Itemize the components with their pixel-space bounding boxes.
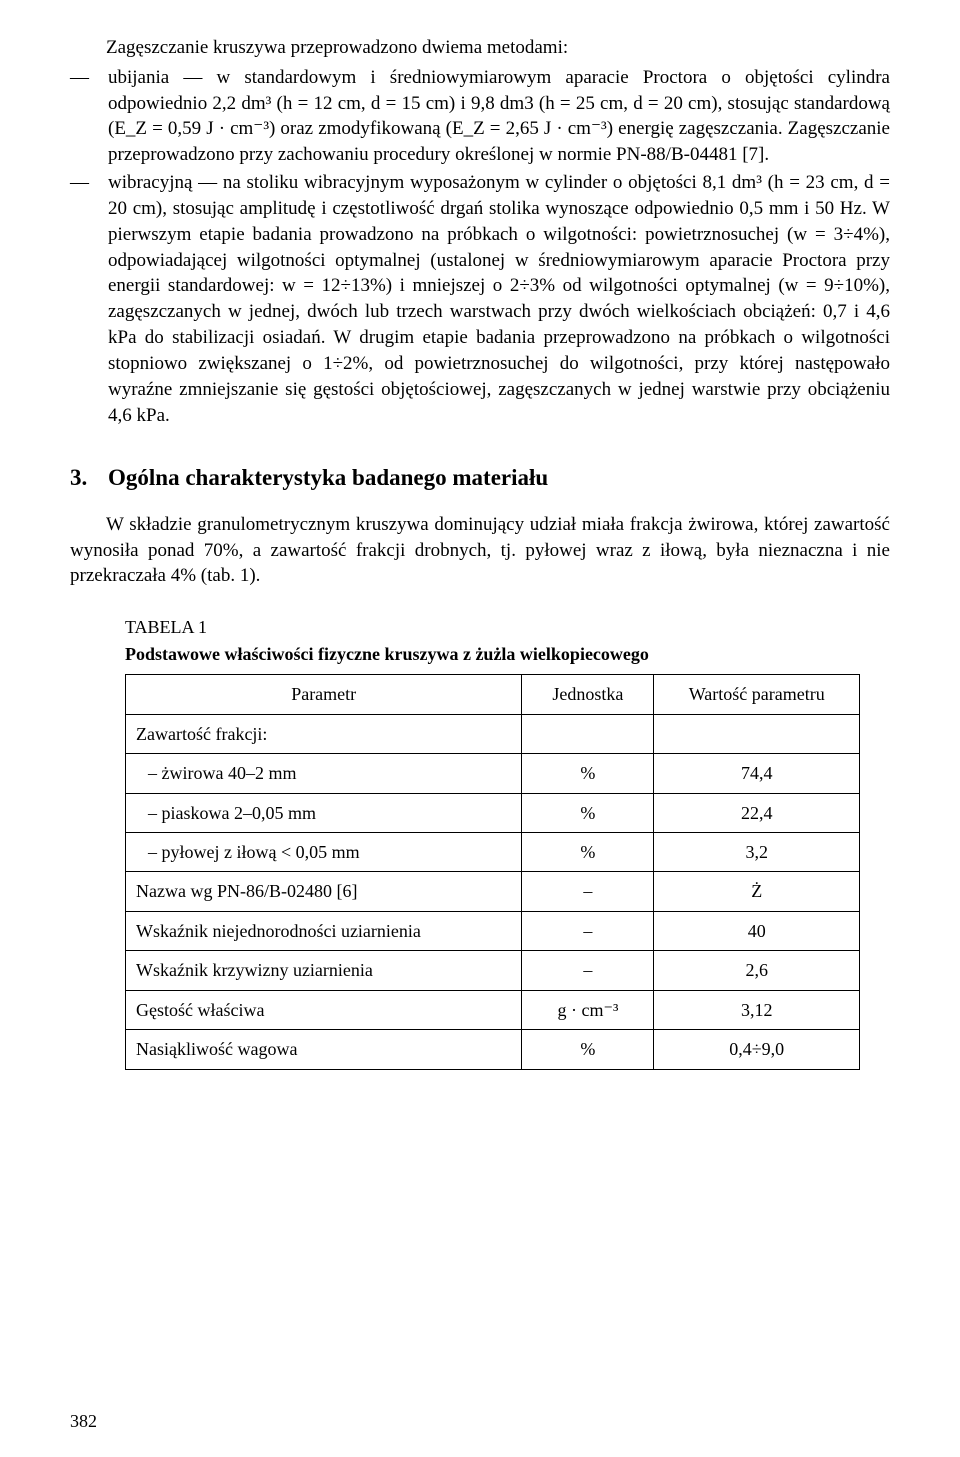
dash-icon: —	[70, 170, 108, 196]
cell-unit: g · cm⁻³	[522, 990, 654, 1029]
page-number: 382	[70, 1409, 97, 1433]
cell-unit: %	[522, 793, 654, 832]
bullet-item: — ubijania — w standardowym i średniowym…	[70, 65, 890, 168]
col-header-param: Parametr	[126, 675, 522, 714]
section-title: Ogólna charakterystyka badanego materiał…	[108, 462, 890, 493]
table-label: TABELA 1	[125, 615, 860, 639]
section-number: 3.	[70, 462, 108, 493]
intro-line: Zagęszczanie kruszywa przeprowadzono dwi…	[70, 35, 890, 61]
table-row: Gęstość właściwa g · cm⁻³ 3,12	[126, 990, 860, 1029]
bullet-item: — wibracyjną — na stoliku wibracyjnym wy…	[70, 170, 890, 428]
table-row: Zawartość frakcji:	[126, 714, 860, 753]
table-row: – żwirowa 40–2 mm % 74,4	[126, 754, 860, 793]
cell-value: 40	[654, 911, 860, 950]
cell-param: Nazwa wg PN-86/B-02480 [6]	[126, 872, 522, 911]
dash-icon: —	[70, 65, 108, 91]
cell-value: Ż	[654, 872, 860, 911]
cell-param: Zawartość frakcji:	[126, 714, 522, 753]
cell-param: Wskaźnik krzywizny uziarnienia	[126, 951, 522, 990]
bullet-text: ubijania — w standardowym i średniowymia…	[108, 65, 890, 168]
cell-value: 0,4÷9,0	[654, 1030, 860, 1069]
cell-unit	[522, 714, 654, 753]
cell-param: – żwirowa 40–2 mm	[126, 754, 522, 793]
cell-value: 2,6	[654, 951, 860, 990]
cell-unit: –	[522, 872, 654, 911]
table-row: Wskaźnik krzywizny uziarnienia – 2,6	[126, 951, 860, 990]
cell-param: Wskaźnik niejednorodności uziarnienia	[126, 911, 522, 950]
table-row: Wskaźnik niejednorodności uziarnienia – …	[126, 911, 860, 950]
cell-unit: –	[522, 951, 654, 990]
cell-unit: %	[522, 832, 654, 871]
table-row: – pyłowej z iłową < 0,05 mm % 3,2	[126, 832, 860, 871]
cell-value: 3,2	[654, 832, 860, 871]
properties-table: Parametr Jednostka Wartość parametru Zaw…	[125, 674, 860, 1070]
cell-value	[654, 714, 860, 753]
page: Zagęszczanie kruszywa przeprowadzono dwi…	[0, 0, 960, 1457]
section-paragraph: W składzie granulometrycznym kruszywa do…	[70, 512, 890, 589]
bullet-text: wibracyjną — na stoliku wibracyjnym wypo…	[108, 170, 890, 428]
cell-unit: %	[522, 1030, 654, 1069]
cell-param: – piaskowa 2–0,05 mm	[126, 793, 522, 832]
cell-value: 74,4	[654, 754, 860, 793]
table-block: TABELA 1 Podstawowe właściwości fizyczne…	[125, 615, 860, 1070]
table-row: Nasiąkliwość wagowa % 0,4÷9,0	[126, 1030, 860, 1069]
cell-param: Gęstość właściwa	[126, 990, 522, 1029]
table-header-row: Parametr Jednostka Wartość parametru	[126, 675, 860, 714]
table-row: – piaskowa 2–0,05 mm % 22,4	[126, 793, 860, 832]
cell-value: 22,4	[654, 793, 860, 832]
cell-param: Nasiąkliwość wagowa	[126, 1030, 522, 1069]
cell-param: – pyłowej z iłową < 0,05 mm	[126, 832, 522, 871]
col-header-value: Wartość parametru	[654, 675, 860, 714]
section-heading: 3. Ogólna charakterystyka badanego mater…	[70, 462, 890, 493]
col-header-unit: Jednostka	[522, 675, 654, 714]
cell-unit: –	[522, 911, 654, 950]
cell-unit: %	[522, 754, 654, 793]
cell-value: 3,12	[654, 990, 860, 1029]
table-caption: Podstawowe właściwości fizyczne kruszywa…	[125, 642, 860, 666]
table-row: Nazwa wg PN-86/B-02480 [6] – Ż	[126, 872, 860, 911]
